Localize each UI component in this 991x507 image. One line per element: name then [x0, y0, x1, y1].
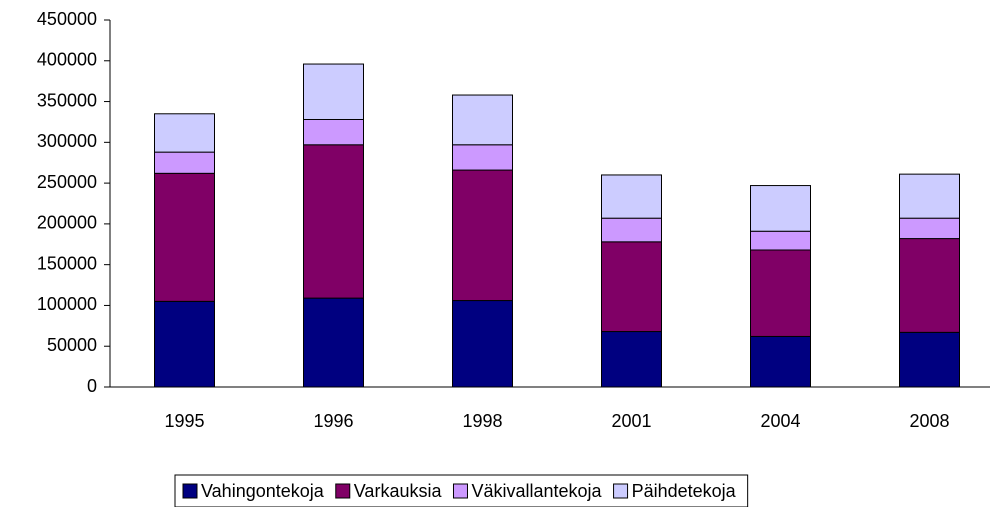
bar-segment — [303, 63, 364, 120]
bar-segment — [750, 185, 811, 232]
bar-segment — [899, 217, 960, 240]
y-tick-label: 150000 — [37, 253, 97, 273]
bar-segment — [601, 241, 662, 333]
y-tick-label: 450000 — [37, 9, 97, 29]
legend-swatch — [182, 483, 198, 499]
y-tick-label: 300000 — [37, 131, 97, 151]
bar-segment — [154, 151, 215, 174]
legend-swatch — [452, 483, 468, 499]
bar-segment — [750, 230, 811, 251]
x-tick-label: 1998 — [462, 411, 502, 431]
y-tick-label: 250000 — [37, 172, 97, 192]
x-tick-label: 2004 — [760, 411, 800, 431]
legend-swatch — [613, 483, 629, 499]
bar-segment — [750, 249, 811, 337]
bar-segment — [452, 144, 513, 171]
legend-swatch — [335, 483, 351, 499]
y-tick-label: 0 — [87, 376, 97, 396]
x-tick-label: 2008 — [909, 411, 949, 431]
bar-segment — [899, 173, 960, 219]
bar-segment — [601, 174, 662, 219]
bar-segment — [899, 238, 960, 333]
bar-segment — [899, 331, 960, 388]
bar-segment — [303, 297, 364, 388]
bar-segment — [452, 94, 513, 146]
y-tick-label: 400000 — [37, 50, 97, 70]
bar-segment — [452, 169, 513, 302]
y-tick-label: 100000 — [37, 294, 97, 314]
bar-segment — [303, 118, 364, 146]
bar-segment — [154, 113, 215, 153]
legend-label: Vahingontekoja — [201, 481, 325, 501]
legend-label: Väkivallantekoja — [471, 481, 602, 501]
bar-segment — [154, 172, 215, 302]
bar-segment — [601, 217, 662, 243]
bar-segment — [750, 335, 811, 388]
x-tick-label: 1996 — [313, 411, 353, 431]
legend: Vahingontekoja Varkauksia Väkivallantekoja… — [174, 474, 749, 507]
x-tick-label: 1995 — [164, 411, 204, 431]
y-tick-label: 350000 — [37, 90, 97, 110]
y-tick-label: 200000 — [37, 213, 97, 233]
legend-label: Päihdetekoja — [632, 481, 737, 501]
y-tick-label: 50000 — [47, 335, 97, 355]
bar-segment — [601, 331, 662, 388]
bar-segment — [303, 144, 364, 299]
bar-segment — [154, 300, 215, 388]
legend-label: Varkauksia — [354, 481, 443, 501]
x-tick-label: 2001 — [611, 411, 651, 431]
bar-segment — [452, 300, 513, 388]
